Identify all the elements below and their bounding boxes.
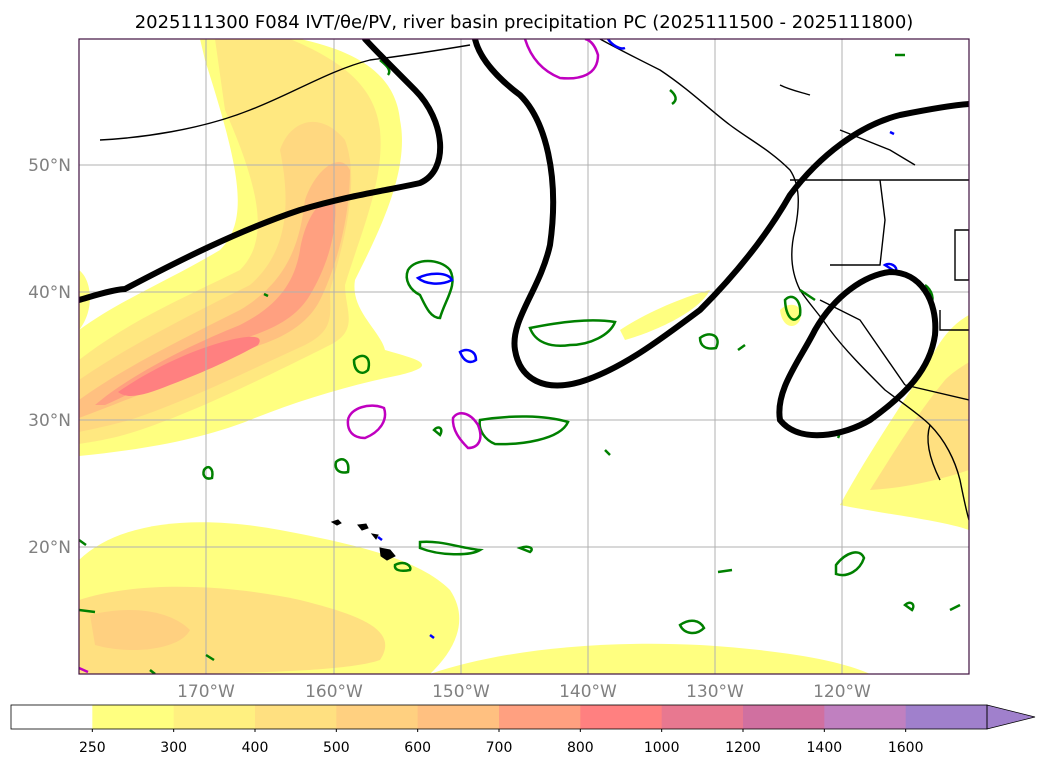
colorbar-swatch (580, 705, 663, 729)
lat-label-40n: 40°N (28, 283, 71, 303)
colorbar-tick-label: 300 (160, 740, 187, 756)
ivt-south-band-400 (90, 610, 190, 650)
lon-label-150w: 150°W (432, 682, 490, 702)
theta-e-contour-east-loop (776, 268, 939, 439)
map-area (78, 38, 970, 675)
colorbar-tick-label: 1600 (888, 740, 924, 756)
lat-label-30n: 30°N (28, 411, 71, 431)
latitude-labels: 50°N 40°N 30°N 20°N (28, 156, 71, 558)
theta-e-contours (79, 39, 969, 439)
colorbar-swatch (824, 705, 907, 729)
colorbar-tick-label: 1400 (807, 740, 843, 756)
colorbar-tick-label: 700 (486, 740, 513, 756)
theta-e-contour-central (472, 39, 969, 389)
magenta-contours (79, 39, 600, 674)
colorbar-swatch (255, 705, 337, 729)
theta-e-contour-west (79, 39, 443, 303)
ivt-ar-700 (118, 336, 260, 396)
colorbar-swatches (11, 705, 988, 729)
ivt-ar-600 (95, 199, 336, 405)
colorbar-swatch (11, 705, 93, 729)
colorbar-swatch (499, 705, 581, 729)
lon-label-170w: 170°W (177, 682, 235, 702)
ivt-shading (79, 39, 969, 674)
green-contours (79, 53, 961, 674)
coastlines (99, 39, 969, 521)
colorbar-tick-label: 500 (323, 740, 350, 756)
colorbar-swatch (92, 705, 175, 729)
ivt-central-sliver (620, 290, 710, 340)
colorbar-extend-arrow (986, 704, 1036, 730)
map-title: 2025111300 F084 IVT/θe/PV, river basin p… (135, 12, 914, 33)
grid-lines (79, 39, 969, 674)
colorbar-tick-label: 600 (404, 740, 431, 756)
colorbar-swatch (417, 705, 500, 729)
colorbar-tick-label: 1000 (644, 740, 680, 756)
colorbar-tick-label: 1200 (725, 740, 761, 756)
colorbar-tick-label: 800 (567, 740, 594, 756)
ivt-ar-400 (79, 121, 352, 433)
ivt-south-band-300 (79, 586, 386, 674)
colorbar-swatch (661, 705, 744, 729)
longitude-labels: 170°W 160°W 150°W 140°W 130°W 120°W (177, 682, 871, 702)
lat-label-20n: 20°N (28, 538, 71, 558)
lon-label-130w: 130°W (686, 682, 744, 702)
colorbar-swatch (336, 705, 419, 729)
lat-label-50n: 50°N (28, 156, 71, 176)
colorbar-tick-label: 250 (79, 740, 106, 756)
colorbar-swatch (743, 705, 825, 729)
ivt-south-band-250b (430, 643, 870, 674)
colorbar: 250 300 400 500 600 700 800 1000 1200 1400 1600 (10, 704, 1036, 756)
colorbar-swatch (173, 705, 256, 729)
hawaiian-islands (330, 519, 396, 561)
lon-label-120w: 120°W (813, 682, 871, 702)
colorbar-tick-label: 400 (242, 740, 269, 756)
lon-label-160w: 160°W (305, 682, 363, 702)
lon-label-140w: 140°W (559, 682, 617, 702)
colorbar-labels: 250 300 400 500 600 700 800 1000 1200 1400 1600 (79, 729, 924, 756)
colorbar-swatch (905, 705, 988, 729)
map-frame (78, 38, 970, 675)
